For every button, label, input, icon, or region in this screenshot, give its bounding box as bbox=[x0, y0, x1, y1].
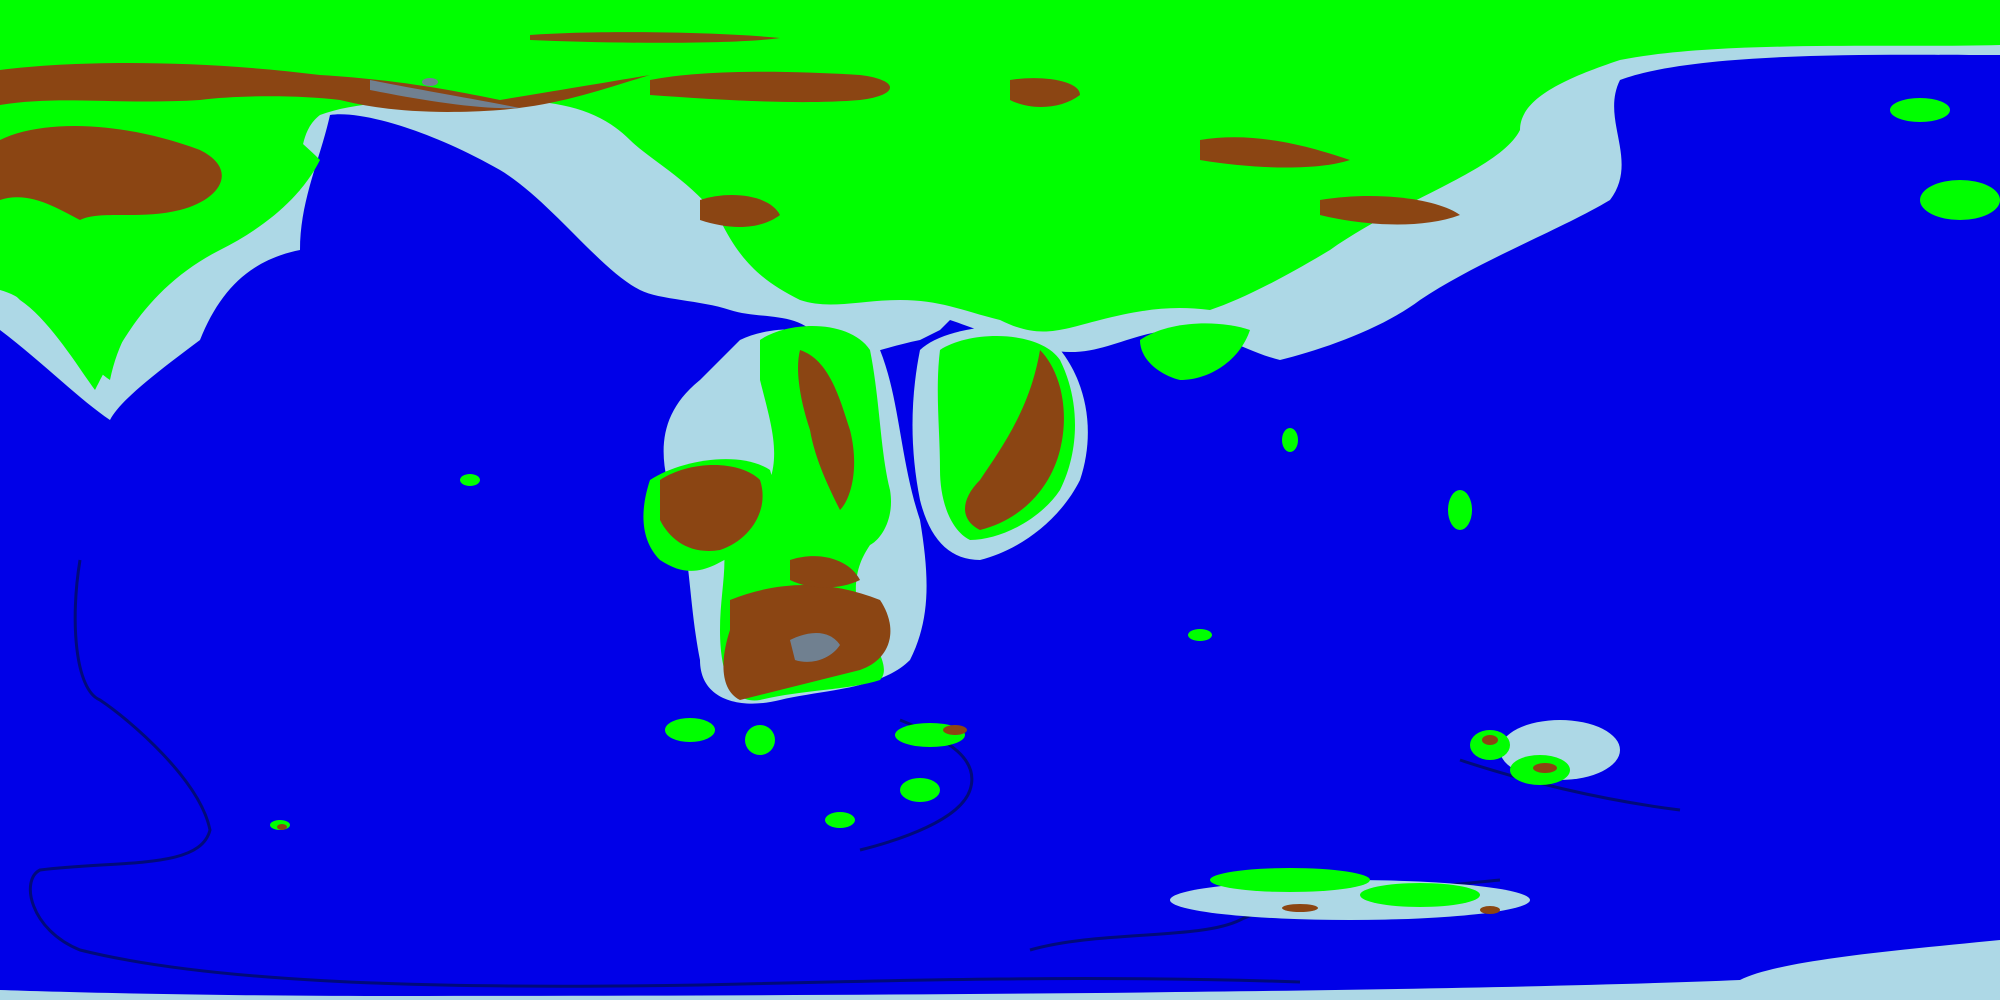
archipelago-peak-2 bbox=[1482, 735, 1498, 745]
peaks bbox=[370, 78, 840, 662]
northern-peak-line bbox=[370, 80, 520, 109]
west-peninsula-highlands bbox=[660, 465, 763, 551]
archipelago-peak-1 bbox=[943, 725, 967, 735]
far-north-ridge bbox=[530, 32, 780, 43]
south-island-peak-1 bbox=[1282, 904, 1318, 912]
east-peninsula-highlands bbox=[965, 350, 1064, 530]
north-continent-ridge-5 bbox=[700, 195, 780, 227]
north-continent-ridge-4 bbox=[1320, 195, 1460, 225]
highlands bbox=[0, 32, 1557, 914]
islet-12 bbox=[1448, 490, 1472, 530]
east-small-peninsula bbox=[1140, 323, 1250, 380]
west-islet-peak bbox=[277, 824, 287, 830]
south-highland-spur bbox=[790, 556, 860, 588]
southern-peak-cluster bbox=[790, 633, 840, 662]
islet-4 bbox=[900, 778, 940, 802]
islet-5 bbox=[825, 812, 855, 828]
south-ice-shelf bbox=[0, 940, 2000, 1000]
islet-13 bbox=[460, 474, 480, 486]
islet-1 bbox=[665, 718, 715, 742]
nw-highlands bbox=[0, 126, 222, 220]
islet-16 bbox=[1890, 98, 1950, 122]
southeast-trench bbox=[1459, 758, 1681, 812]
western-trench bbox=[28, 559, 1301, 988]
islet-8 bbox=[1210, 868, 1370, 892]
islet-10 bbox=[1188, 629, 1212, 641]
central-peninsula-ridge bbox=[798, 350, 855, 510]
south-island-peak-2 bbox=[1480, 906, 1500, 914]
north-continent-ridge-3 bbox=[1200, 137, 1350, 168]
islet-11 bbox=[1282, 428, 1298, 452]
islet-9 bbox=[1360, 883, 1480, 907]
islet-15 bbox=[1920, 180, 2000, 220]
islet-2 bbox=[745, 725, 775, 755]
north-continent-ridge-1 bbox=[650, 71, 890, 103]
north-continent-ridge-2 bbox=[1010, 78, 1080, 107]
north-continent bbox=[0, 0, 2000, 380]
archipelago-peak-3 bbox=[1533, 763, 1557, 773]
northern-range bbox=[0, 63, 650, 112]
north-peak-spot bbox=[422, 78, 438, 86]
